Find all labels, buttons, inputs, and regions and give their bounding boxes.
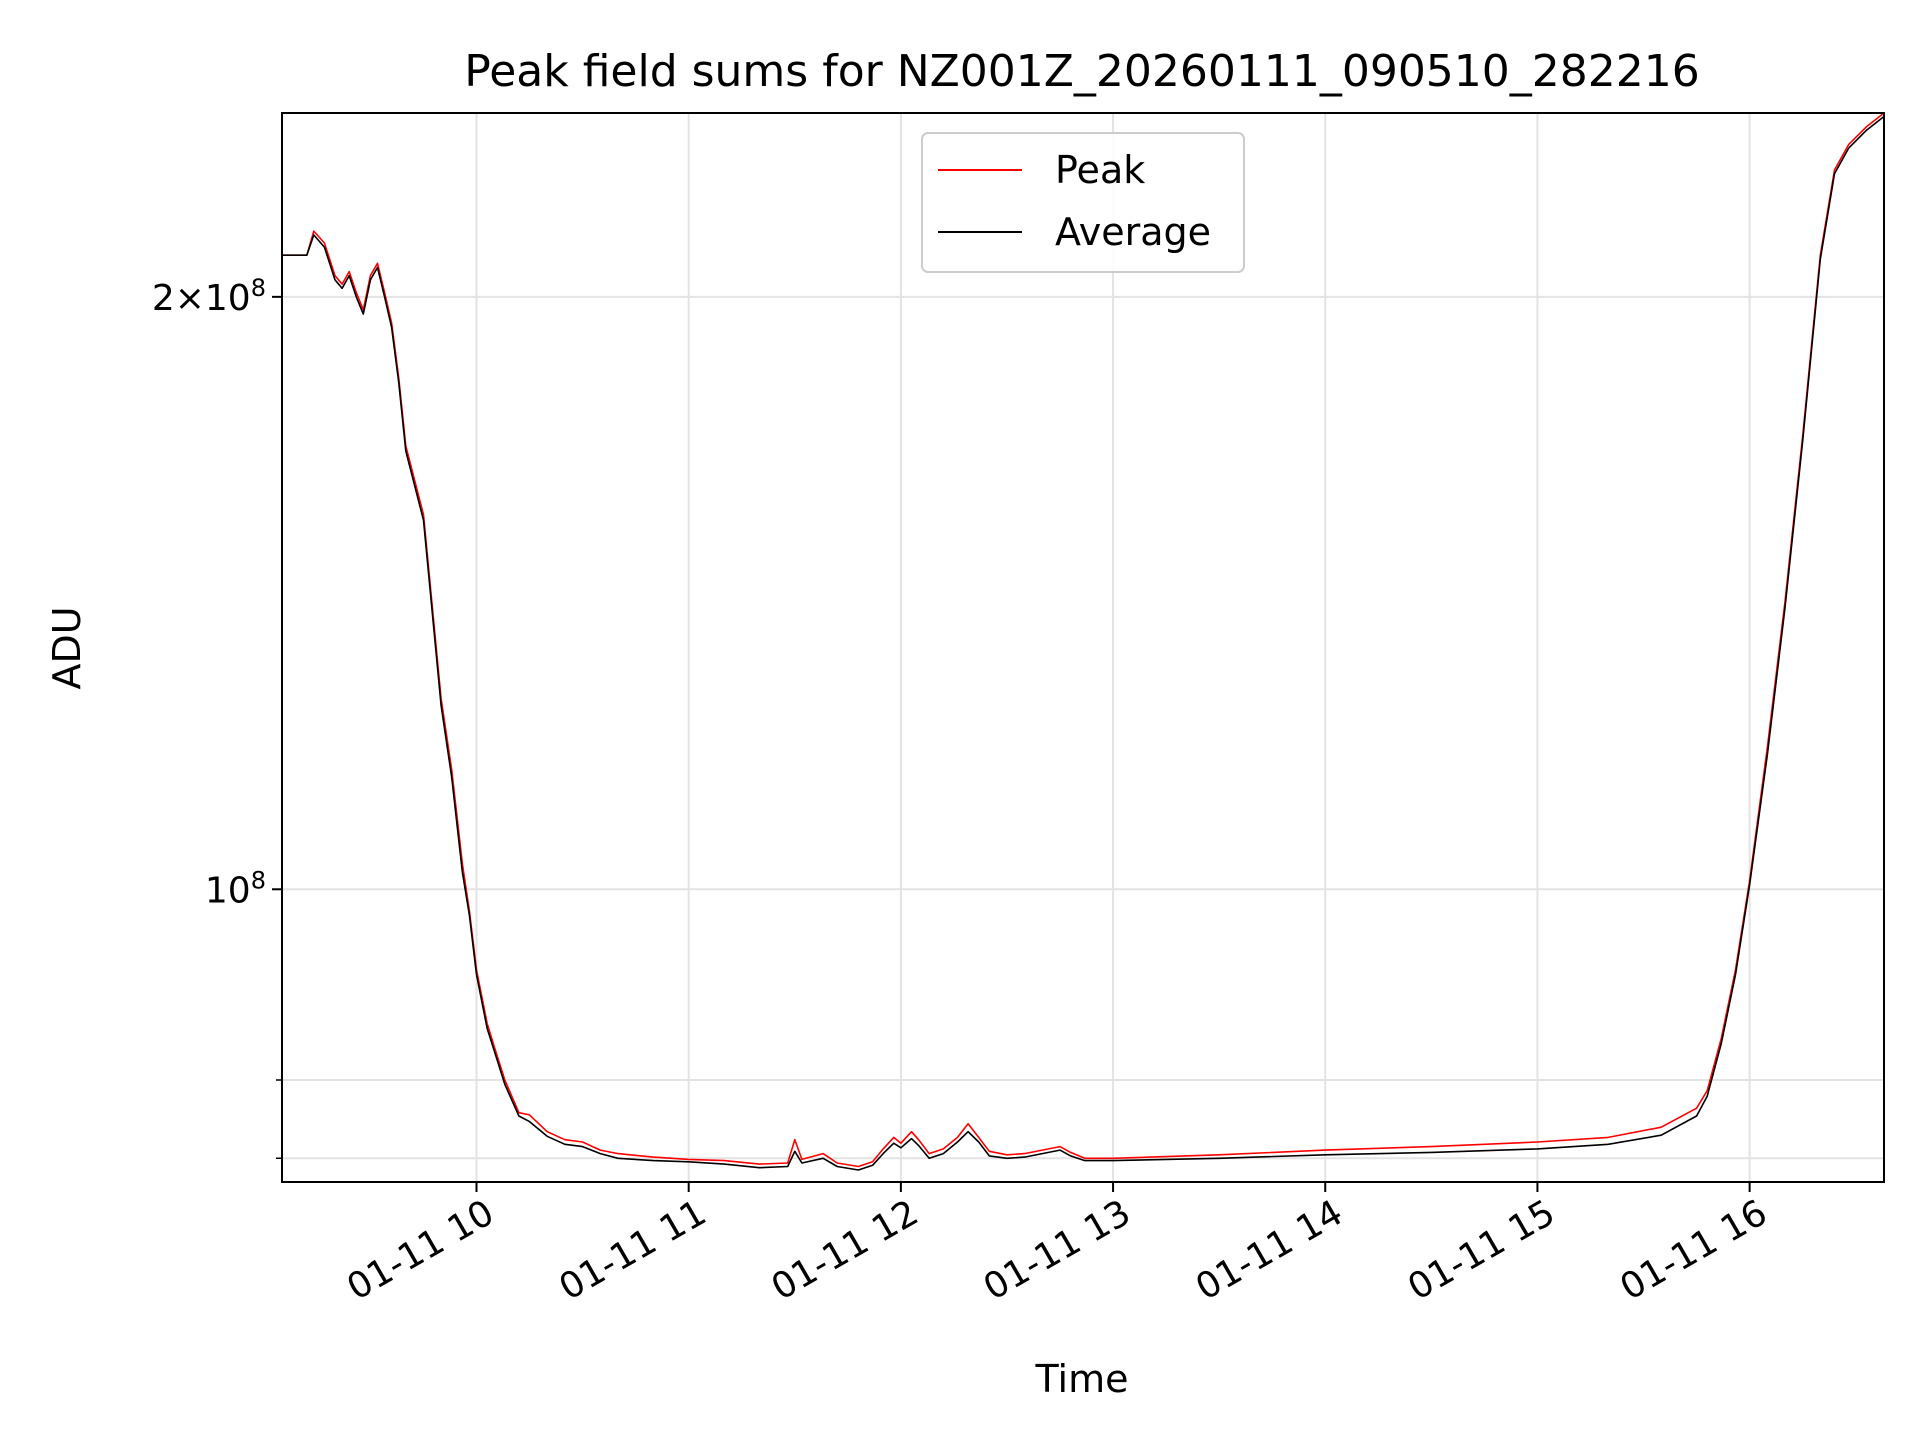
chart-title: Peak field sums for NZ001Z_20260111_0905… <box>464 46 1700 97</box>
series-layer <box>282 112 1885 1171</box>
y-tick-label: 108 <box>205 866 266 911</box>
y-axis-ticks: 108 2×108 <box>152 274 282 1160</box>
legend: Peak Average <box>921 132 1245 273</box>
x-axis-label: Time <box>1035 1357 1129 1401</box>
legend-peak-label: Peak <box>1055 148 1145 192</box>
y-tick-label: 2×108 <box>152 274 266 319</box>
plot-frame <box>281 112 1885 1183</box>
y-axis-label: ADU <box>45 606 89 689</box>
legend-box <box>921 132 1245 273</box>
legend-average-label: Average <box>1055 210 1211 254</box>
series-line-average <box>282 115 1885 1171</box>
